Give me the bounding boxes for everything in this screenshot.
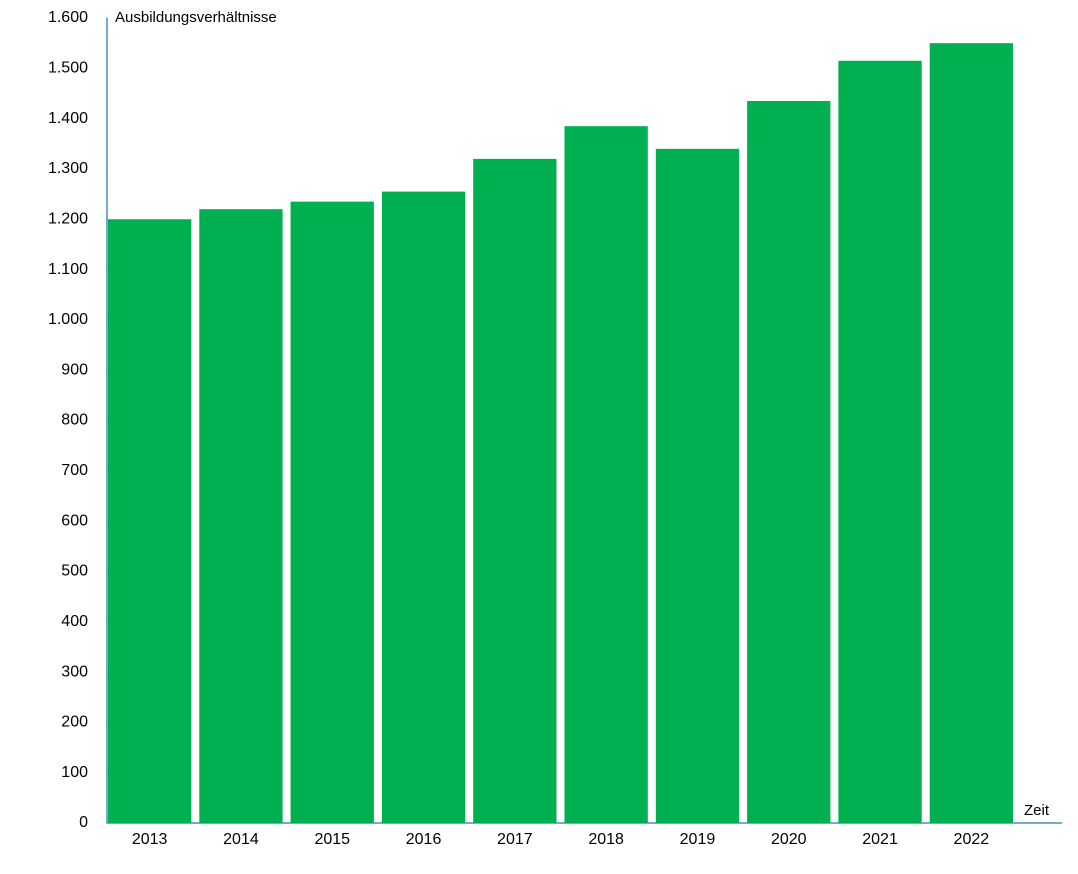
x-tick-label: 2014 [223,831,259,848]
bar [838,60,922,823]
y-tick-label: 1.400 [48,110,88,127]
y-tick-label: 1.000 [48,311,88,328]
y-tick-label: 200 [61,714,88,731]
x-axis-title: Zeit [1024,802,1050,819]
x-tick-label: 2017 [497,831,533,848]
x-tick-label: 2021 [862,831,898,848]
bar [199,209,283,823]
y-tick-label: 100 [61,764,88,781]
y-tick-label: 400 [61,613,88,630]
x-tick-label: 2013 [132,831,168,848]
bar [108,219,192,823]
bar [290,201,374,823]
y-tick-label: 1.200 [48,210,88,227]
bar [747,101,831,823]
bar [929,43,1013,823]
y-tick-label: 900 [61,361,88,378]
x-tick-label: 2018 [588,831,624,848]
x-tick-label: 2016 [406,831,442,848]
y-tick-label: 1.100 [48,261,88,278]
y-tick-label: 600 [61,512,88,529]
y-tick-label: 800 [61,412,88,429]
y-tick-label: 500 [61,563,88,580]
y-tick-label: 1.500 [48,60,88,77]
bar [473,158,557,823]
bar [381,191,466,823]
x-tick-label: 2019 [680,831,716,848]
y-tick-label: 1.600 [48,9,88,26]
x-tick-label: 2015 [314,831,350,848]
y-axis-title: Ausbildungsverhältnisse [115,9,277,26]
x-tick-label: 2022 [954,831,990,848]
y-tick-label: 300 [61,663,88,680]
y-tick-label: 0 [79,814,88,831]
bar [564,126,648,823]
y-tick-label: 1.300 [48,160,88,177]
y-tick-label: 700 [61,462,88,479]
x-tick-label: 2020 [771,831,807,848]
bar [655,148,740,823]
